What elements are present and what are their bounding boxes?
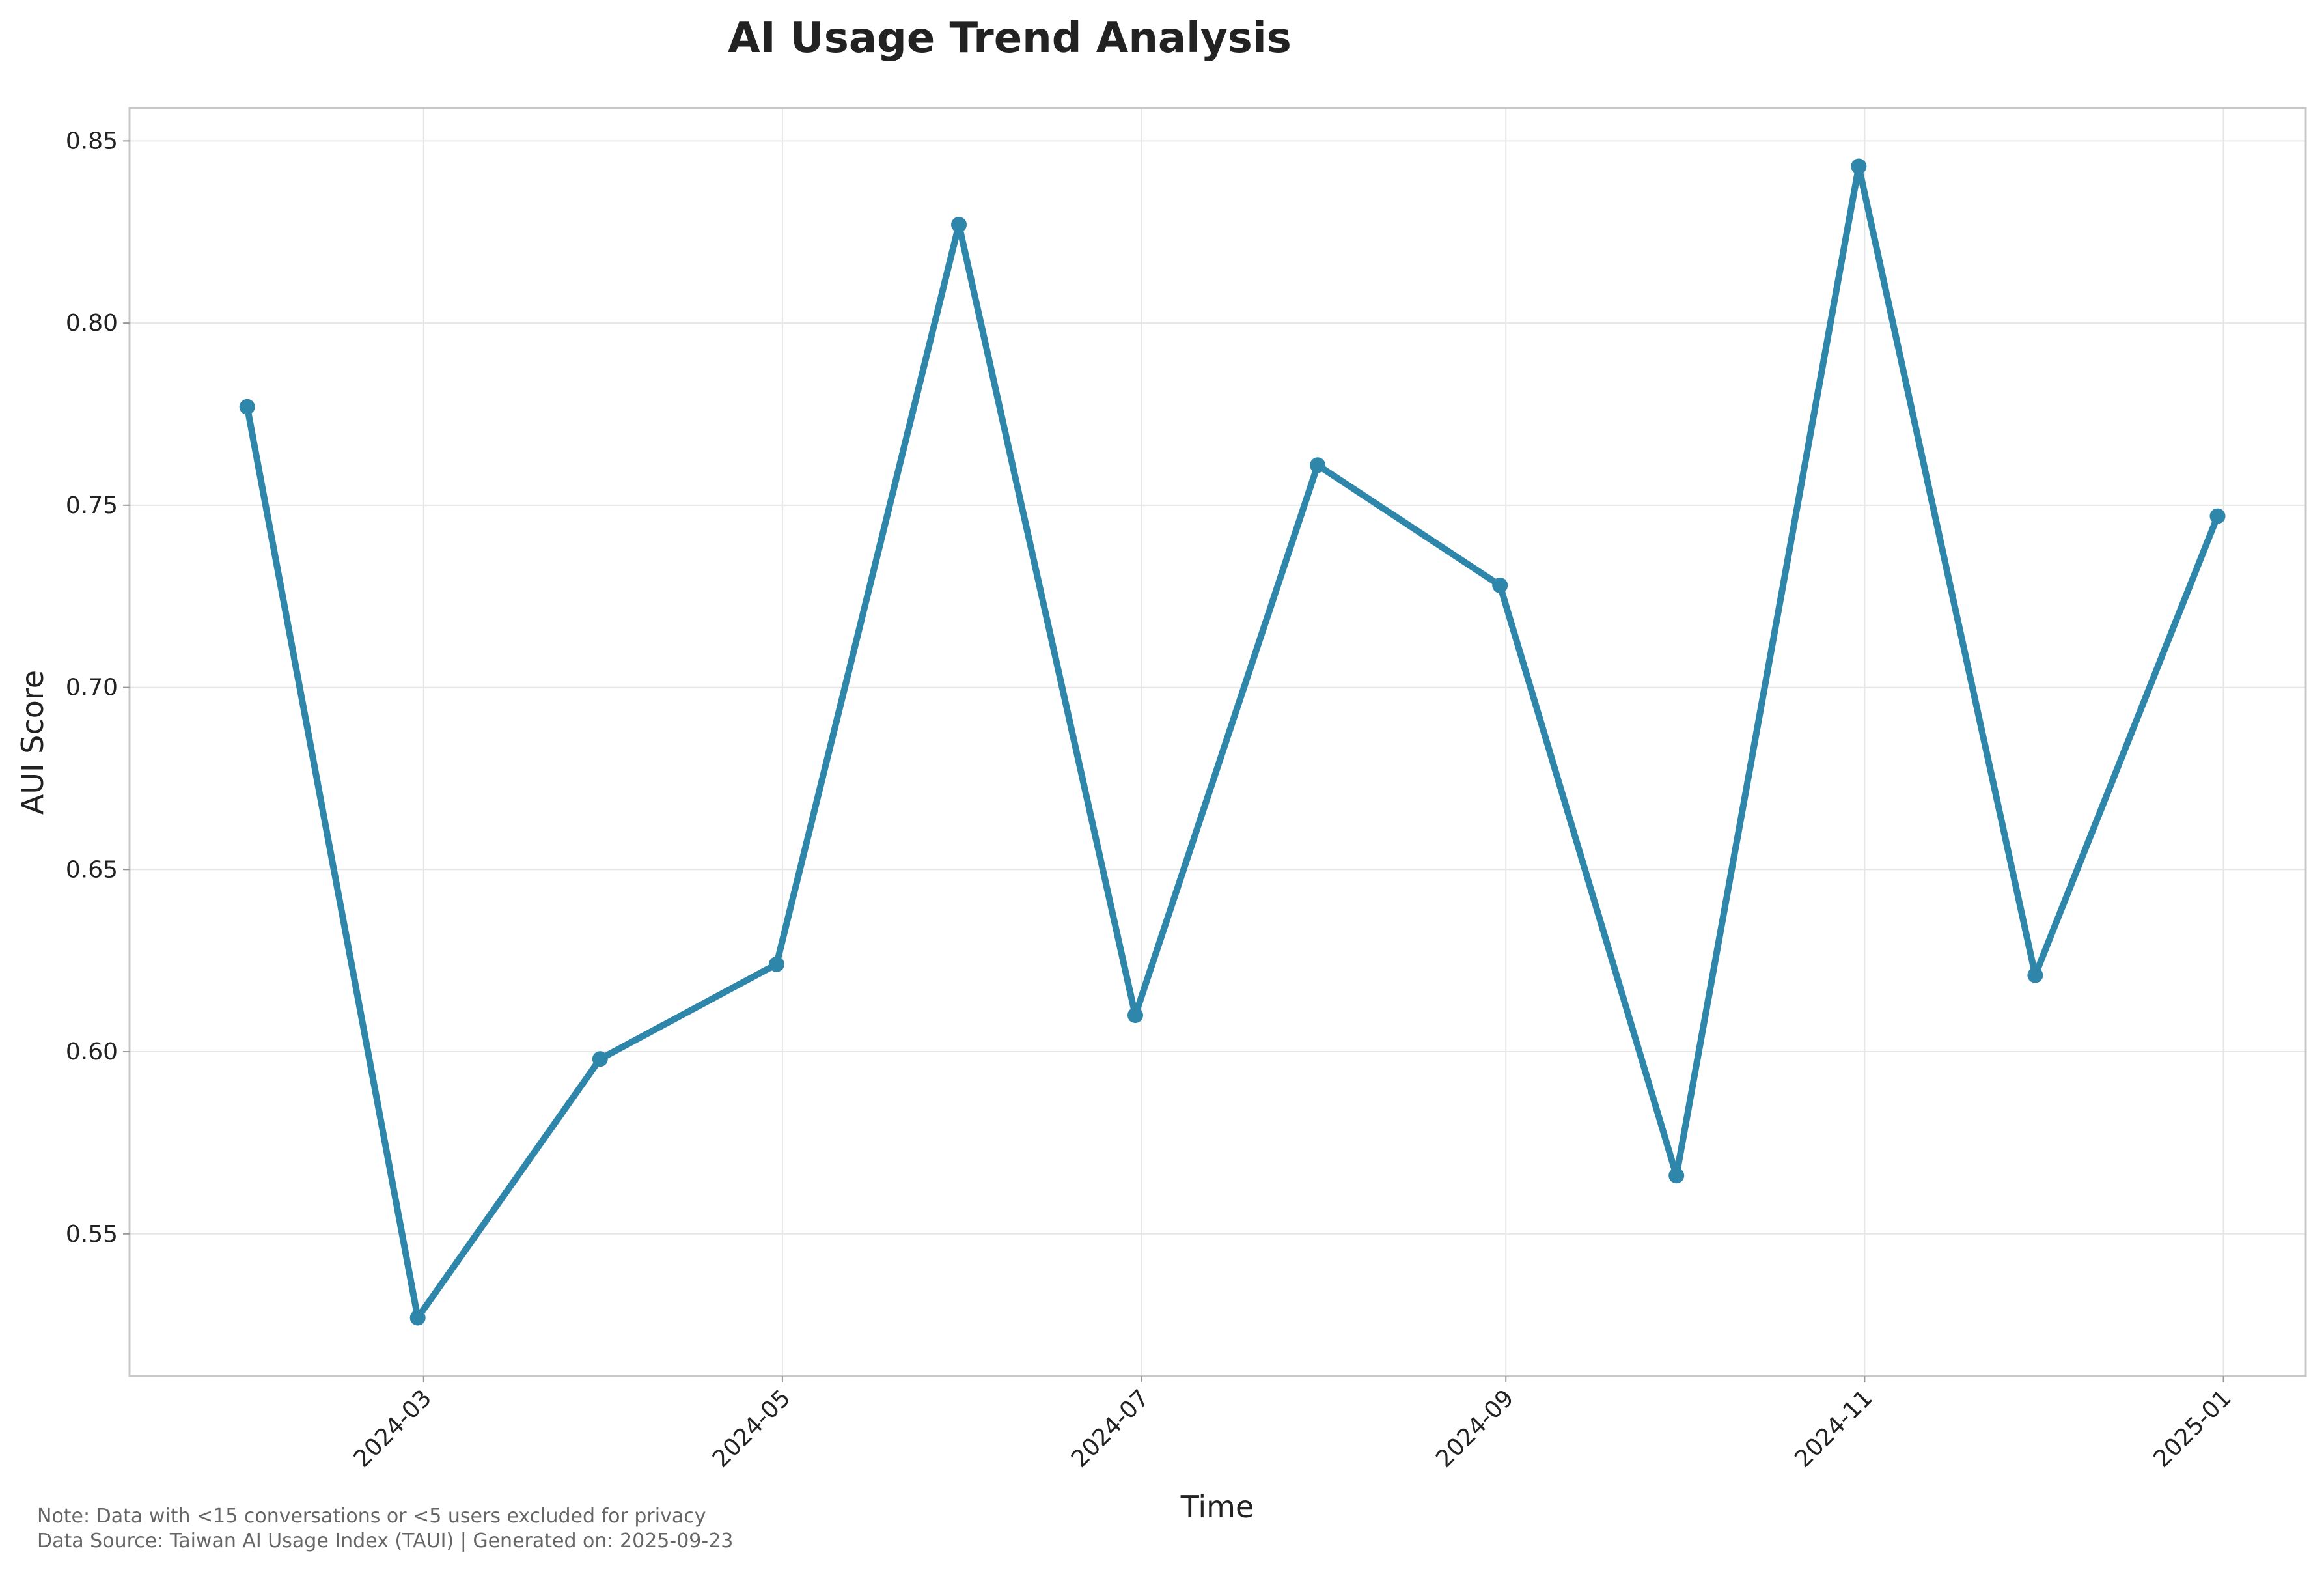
- data-point: [768, 956, 784, 972]
- footer-note: Note: Data with <15 conversations or <5 …: [37, 1505, 706, 1528]
- series-layer: [239, 158, 2226, 1326]
- y-tick-label: 0.70: [66, 675, 118, 701]
- plot-frame: [128, 107, 2307, 1377]
- data-point: [1668, 1168, 1685, 1184]
- y-tick-label: 0.65: [66, 856, 118, 883]
- y-axis-label: AUI Score: [15, 670, 50, 815]
- x-axis-label: Time: [1180, 1489, 1254, 1524]
- footer-source: Data Source: Taiwan AI Usage Index (TAUI…: [37, 1530, 733, 1552]
- data-point: [951, 217, 967, 232]
- data-point: [239, 399, 255, 415]
- data-point: [2209, 508, 2226, 524]
- data-point: [592, 1051, 608, 1067]
- data-point: [409, 1310, 426, 1326]
- series-line: [243, 163, 2221, 1321]
- data-point: [1492, 577, 1508, 593]
- data-point: [2027, 967, 2043, 983]
- grid-lines: [130, 108, 2306, 1376]
- y-tick-label: 0.60: [66, 1039, 118, 1065]
- y-tick-label: 0.55: [66, 1221, 118, 1248]
- chart-title: AI Usage Trend Analysis: [728, 14, 1292, 63]
- data-point: [1127, 1007, 1143, 1024]
- data-point: [1851, 158, 1867, 175]
- y-tick-label: 0.75: [66, 492, 118, 519]
- data-point: [1310, 457, 1326, 473]
- y-axis-ticks: 0.55 0.60 0.65 0.70 0.75 0.80 0.85: [66, 128, 130, 1248]
- y-tick-label: 0.80: [66, 310, 118, 337]
- y-tick-label: 0.85: [66, 128, 118, 154]
